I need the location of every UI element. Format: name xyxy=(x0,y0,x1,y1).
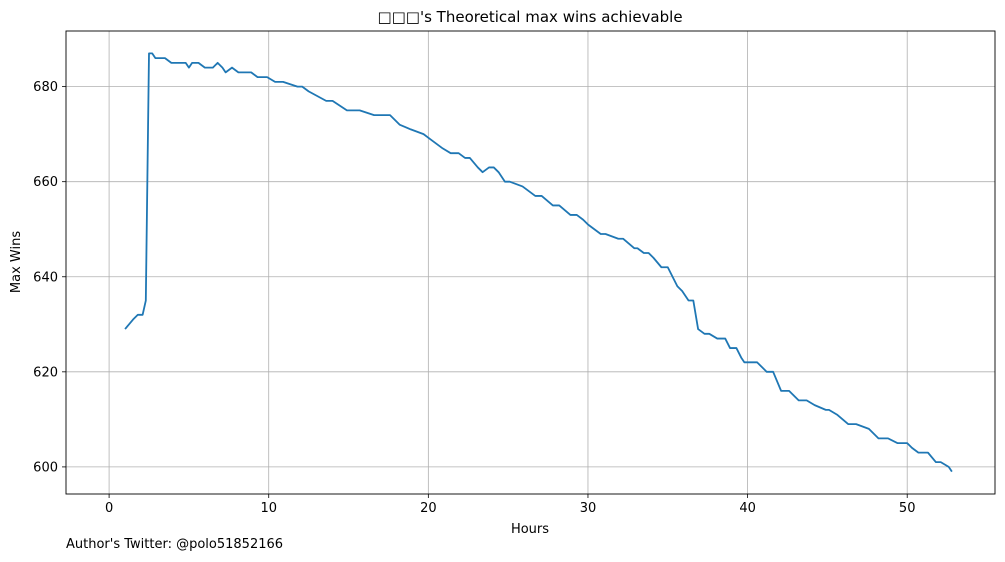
y-tick-label: 680 xyxy=(33,80,58,95)
plot-frame xyxy=(65,30,996,495)
grid xyxy=(66,31,995,494)
chart-title: □□□'s Theoretical max wins achievable xyxy=(377,8,682,26)
series-line xyxy=(124,52,953,473)
y-tick-label: 600 xyxy=(33,460,58,475)
y-axis-title: Max Wins xyxy=(9,231,24,293)
ticks: 0 10 20 30 40 50 600 620 640 660 680 xyxy=(33,80,915,516)
author-twitter-note: Author's Twitter: @polo51852166 xyxy=(66,537,284,552)
y-tick-label: 640 xyxy=(33,270,58,285)
x-tick-label: 0 xyxy=(105,501,113,516)
x-tick-label: 50 xyxy=(899,501,916,516)
x-axis-title: Hours xyxy=(511,522,549,537)
y-tick-label: 620 xyxy=(33,365,58,380)
x-tick-label: 10 xyxy=(260,501,277,516)
y-tick-label: 660 xyxy=(33,175,58,190)
x-tick-label: 40 xyxy=(739,501,756,516)
x-tick-label: 20 xyxy=(420,501,437,516)
x-tick-label: 30 xyxy=(580,501,597,516)
